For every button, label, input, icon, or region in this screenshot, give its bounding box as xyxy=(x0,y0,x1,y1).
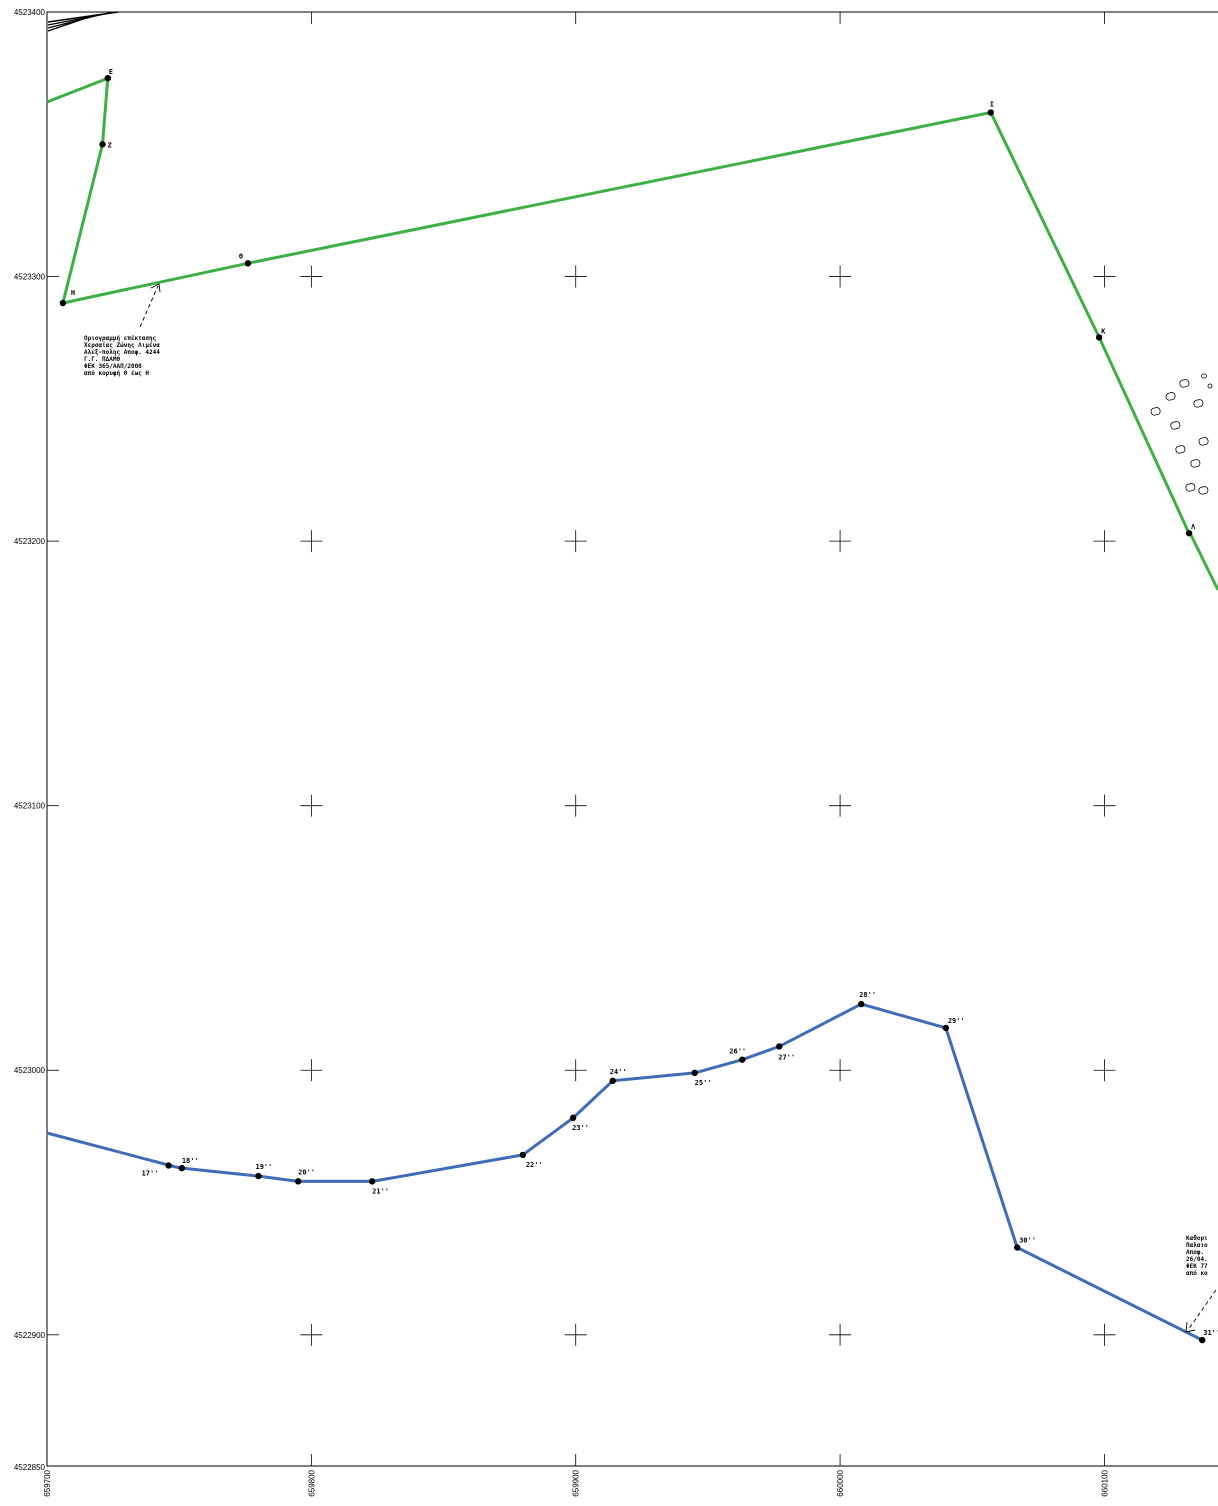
green-boundary-vertex-label: Η xyxy=(71,289,75,297)
frame-ticks xyxy=(47,12,1105,1466)
grid-crosses xyxy=(300,265,1116,1346)
note-right-line: ΦΕΚ 77 xyxy=(1186,1263,1208,1270)
green-boundary-vertex xyxy=(99,141,106,148)
blue-boundary-vertex xyxy=(165,1162,172,1169)
green-boundary-vertex xyxy=(59,299,67,307)
blue-boundary-vertex-label: 29'' xyxy=(948,1017,965,1025)
green-boundary-vertex xyxy=(1095,334,1103,341)
note-right-line: Καθορι xyxy=(1186,1235,1208,1242)
blue-boundary-vertex xyxy=(739,1056,746,1063)
blue-boundary-vertex xyxy=(776,1043,783,1050)
blue-boundary-vertex xyxy=(858,1000,865,1008)
blue-boundary-vertex-label: 25'' xyxy=(695,1079,712,1087)
green-boundary-vertex xyxy=(1185,529,1193,537)
green-boundary-lead-in xyxy=(46,77,107,104)
green-boundary-vertex-label: Λ xyxy=(1191,523,1196,531)
green-boundary-lead-out xyxy=(1188,532,1218,591)
blue-boundary-vertex-label: 18'' xyxy=(182,1157,199,1165)
green-boundary-vertex-label: Ι xyxy=(990,101,994,109)
blue-boundary-vertex xyxy=(255,1172,262,1180)
blue-boundary-line xyxy=(168,1002,1203,1342)
y-tick-label: 4522850 xyxy=(14,1463,46,1472)
blue-boundary-vertex-label: 27'' xyxy=(778,1053,795,1061)
y-tick-label: 4523300 xyxy=(14,273,46,282)
green-boundary-layer: Ε Ζ Η Θ Ι Κ Λ xyxy=(46,68,1218,591)
blue-boundary-vertex-label: 23'' xyxy=(572,1124,589,1132)
green-boundary-vertex-label: Ε xyxy=(109,68,113,76)
green-boundary-vertex xyxy=(987,109,994,116)
x-tick-label: 659800 xyxy=(307,1469,316,1496)
blue-boundary-vertex-label: 19'' xyxy=(255,1163,272,1171)
green-boundary-vertex xyxy=(104,74,112,82)
green-boundary-vertex-label: Ζ xyxy=(108,141,112,149)
note-left-line: ΦΕΚ 365/ΑΑΠ/2008 xyxy=(84,363,142,370)
blue-boundary-vertex xyxy=(178,1164,186,1172)
axis-labels: 4523400 4523300 4523200 4523100 4523000 45229… xyxy=(14,8,1110,1497)
y-tick-label: 4523200 xyxy=(14,537,46,546)
map-frame xyxy=(46,11,1218,1467)
blue-boundary-lead-in xyxy=(46,1131,173,1168)
note-right: Καθορι Παλαιο Αποφ. 26/04. ΦΕΚ 77 από κο xyxy=(1186,1235,1208,1277)
blue-boundary-vertex-label: 30'' xyxy=(1019,1236,1036,1244)
note-right-arrow xyxy=(1185,1289,1217,1333)
y-tick-label: 4523000 xyxy=(14,1066,46,1075)
blue-boundary-vertex-label: 31'' xyxy=(1203,1329,1218,1337)
blue-boundary-layer: 17'' 18'' 19'' 20'' 21'' 22'' 23'' 24'' 25'' 26''… xyxy=(46,991,1218,1344)
note-left-line: Γ.Γ. ΠΔΑΜΘ xyxy=(84,356,121,363)
blue-boundary-vertex-label: 21'' xyxy=(372,1187,389,1195)
blue-boundary-vertex-label: 17'' xyxy=(142,1169,159,1177)
note-right-line: 26/04. xyxy=(1186,1256,1208,1263)
y-tick-label: 4523400 xyxy=(14,8,46,17)
blue-boundary-vertex-label: 24'' xyxy=(610,1068,627,1076)
blue-boundary-vertex xyxy=(1014,1244,1021,1251)
green-boundary-vertex-label: Κ xyxy=(1101,327,1106,335)
note-left-arrow xyxy=(139,283,161,328)
blue-boundary-vertex xyxy=(691,1069,698,1077)
note-left: Οριογραμμή επέκτασης Χερσαίας Ζώνης Λιμέ… xyxy=(84,335,160,377)
x-tick-label: 660000 xyxy=(836,1469,845,1496)
rock-symbols xyxy=(1150,373,1213,495)
x-tick-label: 660100 xyxy=(1100,1469,1109,1496)
blue-boundary-vertex xyxy=(519,1151,527,1159)
blue-boundary-vertex xyxy=(942,1024,950,1032)
x-tick-label: 659900 xyxy=(572,1469,581,1496)
blue-boundary-vertex-label: 22'' xyxy=(526,1161,543,1169)
green-boundary-vertex-label: Θ xyxy=(239,252,243,260)
blue-boundary-vertex xyxy=(1199,1336,1206,1344)
x-tick-label: 659700 xyxy=(43,1469,52,1496)
corner-hatch xyxy=(47,11,119,32)
blue-boundary-vertex-label: 28'' xyxy=(859,991,876,999)
note-right-line: Παλαιο xyxy=(1186,1242,1208,1249)
y-tick-label: 4522900 xyxy=(14,1331,46,1340)
note-left-line: από κορυφή Θ έως Η xyxy=(84,370,149,377)
blue-boundary-vertex xyxy=(294,1178,302,1185)
blue-boundary-vertex xyxy=(368,1178,376,1185)
y-tick-label: 4523100 xyxy=(14,802,46,811)
note-left-line: Οριογραμμή επέκτασης xyxy=(84,335,157,342)
blue-boundary-vertex xyxy=(609,1077,616,1085)
note-right-line: Αποφ. xyxy=(1186,1249,1204,1256)
blue-boundary-vertex xyxy=(569,1114,577,1122)
blue-boundary-vertex-label: 20'' xyxy=(298,1168,315,1176)
note-left-line: Αλεξ-πολης Αποφ. 4244 xyxy=(84,349,160,356)
green-boundary-vertex xyxy=(244,260,252,267)
note-right-line: από κο xyxy=(1186,1270,1208,1277)
blue-boundary-vertex-label: 26'' xyxy=(729,1048,746,1056)
note-left-line: Χερσαίας Ζώνης Λιμένα xyxy=(84,342,160,349)
green-boundary-line xyxy=(61,77,1191,534)
